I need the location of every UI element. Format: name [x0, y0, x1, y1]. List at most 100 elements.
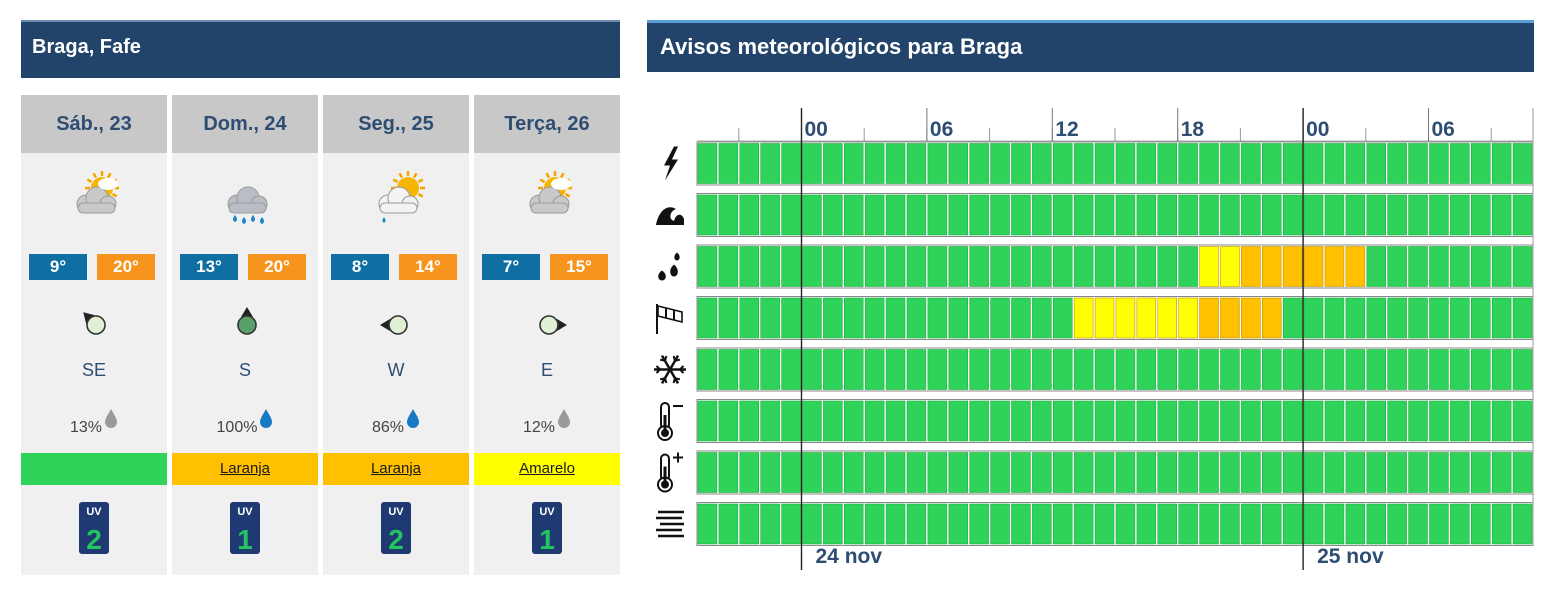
warning-cell[interactable] — [760, 194, 780, 236]
warning-cell[interactable] — [969, 246, 989, 287]
warning-cell[interactable] — [969, 400, 989, 442]
warning-cell[interactable] — [802, 400, 822, 442]
warning-cell[interactable] — [760, 503, 780, 545]
warning-cell[interactable] — [1136, 194, 1157, 236]
warning-cell[interactable] — [969, 297, 989, 339]
warning-cell[interactable] — [1073, 349, 1094, 390]
warning-cell[interactable] — [823, 297, 843, 339]
warning-cell[interactable] — [1282, 143, 1303, 184]
warning-cell[interactable] — [1115, 297, 1136, 339]
warning-cell[interactable] — [990, 400, 1010, 442]
warning-cell[interactable] — [739, 452, 760, 493]
warning-cell[interactable] — [1324, 349, 1345, 390]
warning-cell[interactable] — [1220, 246, 1240, 287]
warning-cell[interactable] — [1429, 194, 1449, 236]
warning-cell[interactable] — [781, 503, 801, 545]
warning-cell[interactable] — [1366, 503, 1386, 545]
warning-cell[interactable] — [718, 297, 739, 339]
warning-cell[interactable] — [1408, 143, 1428, 184]
warning-cell[interactable] — [1241, 143, 1261, 184]
warning-cell[interactable] — [1241, 400, 1261, 442]
warning-cell[interactable] — [1094, 452, 1115, 493]
warning-cell[interactable] — [1241, 194, 1261, 236]
warning-cell[interactable] — [1136, 246, 1157, 287]
warning-cell[interactable] — [697, 503, 718, 545]
warning-cell[interactable] — [1032, 297, 1052, 339]
warning-cell[interactable] — [1157, 297, 1177, 339]
warning-cell[interactable] — [1157, 349, 1177, 390]
warning-cell[interactable] — [885, 349, 906, 390]
warning-cell[interactable] — [1450, 194, 1470, 236]
warning-cell[interactable] — [1220, 452, 1240, 493]
warning-cell[interactable] — [885, 194, 906, 236]
warning-cell[interactable] — [1136, 297, 1157, 339]
warning-cell[interactable] — [1345, 143, 1366, 184]
warning-cell[interactable] — [1241, 246, 1261, 287]
warning-cell[interactable] — [823, 503, 843, 545]
warning-cell[interactable] — [1450, 246, 1470, 287]
warning-cell[interactable] — [1282, 194, 1303, 236]
warning-cell[interactable] — [906, 503, 927, 545]
warning-cell[interactable] — [1157, 246, 1177, 287]
warning-cell[interactable] — [864, 452, 885, 493]
warning-cell[interactable] — [739, 503, 760, 545]
warning-level-link[interactable]: Laranja — [323, 453, 469, 485]
warning-cell[interactable] — [1115, 452, 1136, 493]
warning-cell[interactable] — [1052, 194, 1073, 236]
warning-cell[interactable] — [1261, 194, 1282, 236]
warning-cell[interactable] — [1052, 246, 1073, 287]
warning-cell[interactable] — [990, 194, 1010, 236]
warning-cell[interactable] — [1261, 297, 1282, 339]
warning-cell[interactable] — [1512, 349, 1533, 390]
warning-cell[interactable] — [1032, 503, 1052, 545]
warning-cell[interactable] — [1115, 143, 1136, 184]
warning-cell[interactable] — [1136, 143, 1157, 184]
warning-cell[interactable] — [802, 246, 822, 287]
warning-cell[interactable] — [1115, 246, 1136, 287]
warning-cell[interactable] — [990, 452, 1010, 493]
warning-cell[interactable] — [739, 349, 760, 390]
warning-cell[interactable] — [1324, 452, 1345, 493]
warning-cell[interactable] — [1429, 400, 1449, 442]
warning-cell[interactable] — [1011, 503, 1031, 545]
warning-cell[interactable] — [1450, 452, 1470, 493]
warning-cell[interactable] — [1094, 400, 1115, 442]
warning-cell[interactable] — [1512, 246, 1533, 287]
warning-cell[interactable] — [1011, 400, 1031, 442]
warning-cell[interactable] — [1220, 194, 1240, 236]
warning-cell[interactable] — [781, 246, 801, 287]
warning-cell[interactable] — [760, 143, 780, 184]
warning-cell[interactable] — [1052, 400, 1073, 442]
warning-cell[interactable] — [802, 297, 822, 339]
warning-cell[interactable] — [1282, 246, 1303, 287]
warning-cell[interactable] — [739, 143, 760, 184]
warning-cell[interactable] — [718, 349, 739, 390]
warning-cell[interactable] — [1324, 194, 1345, 236]
warning-cell[interactable] — [1345, 349, 1366, 390]
warning-cell[interactable] — [1387, 349, 1407, 390]
warning-cell[interactable] — [1450, 400, 1470, 442]
warning-cell[interactable] — [1073, 400, 1094, 442]
warning-cell[interactable] — [1157, 503, 1177, 545]
warning-cell[interactable] — [885, 452, 906, 493]
warning-cell[interactable] — [1491, 400, 1512, 442]
warning-cell[interactable] — [1450, 143, 1470, 184]
warning-cell[interactable] — [781, 349, 801, 390]
warning-cell[interactable] — [1303, 246, 1324, 287]
warning-cell[interactable] — [948, 503, 968, 545]
warning-cell[interactable] — [990, 297, 1010, 339]
warning-cell[interactable] — [1178, 246, 1198, 287]
warning-cell[interactable] — [1199, 349, 1219, 390]
warning-cell[interactable] — [1178, 143, 1198, 184]
warning-cell[interactable] — [1429, 349, 1449, 390]
warning-cell[interactable] — [1345, 194, 1366, 236]
warning-cell[interactable] — [1094, 349, 1115, 390]
warning-cell[interactable] — [1324, 297, 1345, 339]
warning-cell[interactable] — [1345, 246, 1366, 287]
warning-cell[interactable] — [948, 143, 968, 184]
warning-cell[interactable] — [1345, 297, 1366, 339]
warning-cell[interactable] — [1032, 143, 1052, 184]
warning-cell[interactable] — [969, 349, 989, 390]
warning-cell[interactable] — [1366, 246, 1386, 287]
warning-cell[interactable] — [1282, 297, 1303, 339]
